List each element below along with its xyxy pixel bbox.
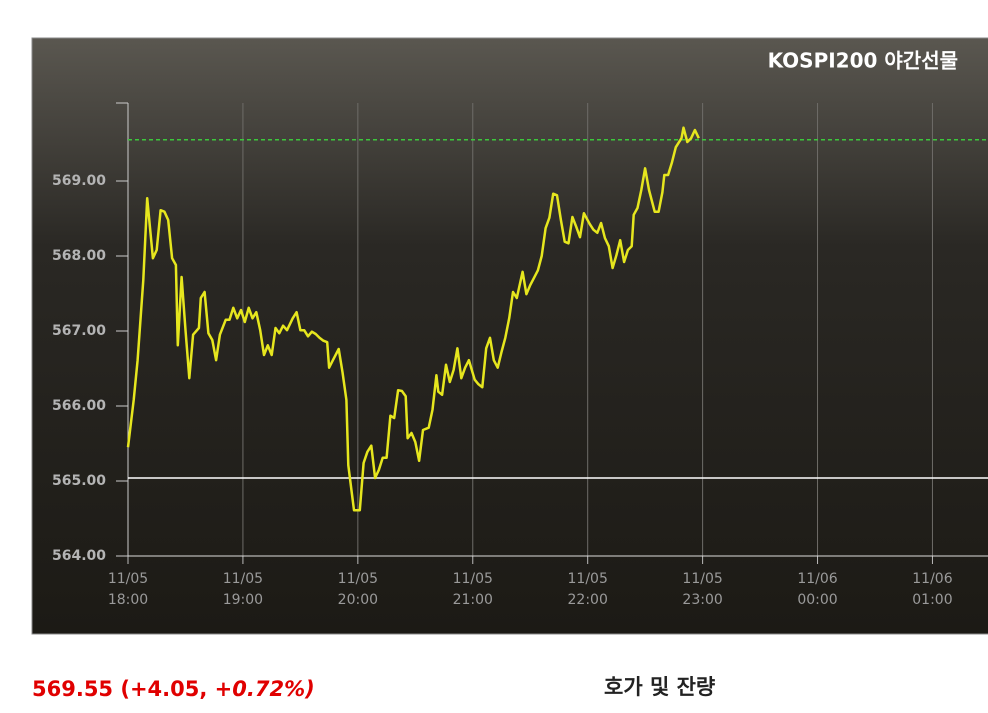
x-tick-label: 11/05 18:00 [108, 571, 148, 608]
x-tick-label: 11/05 22:00 [568, 571, 608, 608]
x-tick-label: 11/06 00:00 [797, 571, 837, 608]
chart-title: KOSPI200 야간선물 [768, 49, 958, 73]
x-tick-label: 11/05 21:00 [453, 571, 493, 608]
price-line [126, 126, 700, 512]
section-title: 호가 및 잔량 [604, 675, 715, 699]
y-tick-label: 566.00 [52, 398, 106, 414]
x-tick-label: 11/05 23:00 [682, 571, 722, 608]
quote: 569.55 (+4.05, +0.72%) [32, 677, 315, 701]
quote-percent: +0.72%) [215, 677, 315, 701]
plot: 11/05 18:00 11/05 19:00 11/05 20:00 11/05 21:00… [52, 102, 988, 608]
quote-price: 569.55 (+4.05, [32, 677, 215, 701]
x-tick-label: 11/06 01:00 [912, 571, 952, 608]
x-tick-label: 11/05 19:00 [223, 571, 263, 608]
y-tick-label: 569.00 [52, 173, 106, 189]
y-tick-label: 564.00 [52, 548, 106, 564]
x-tick-label: 11/05 20:00 [338, 571, 378, 608]
chart-panel [31, 37, 988, 635]
y-tick-label: 565.00 [52, 473, 106, 489]
y-tick-label: 567.00 [52, 323, 106, 339]
y-tick-label: 568.00 [52, 248, 106, 264]
